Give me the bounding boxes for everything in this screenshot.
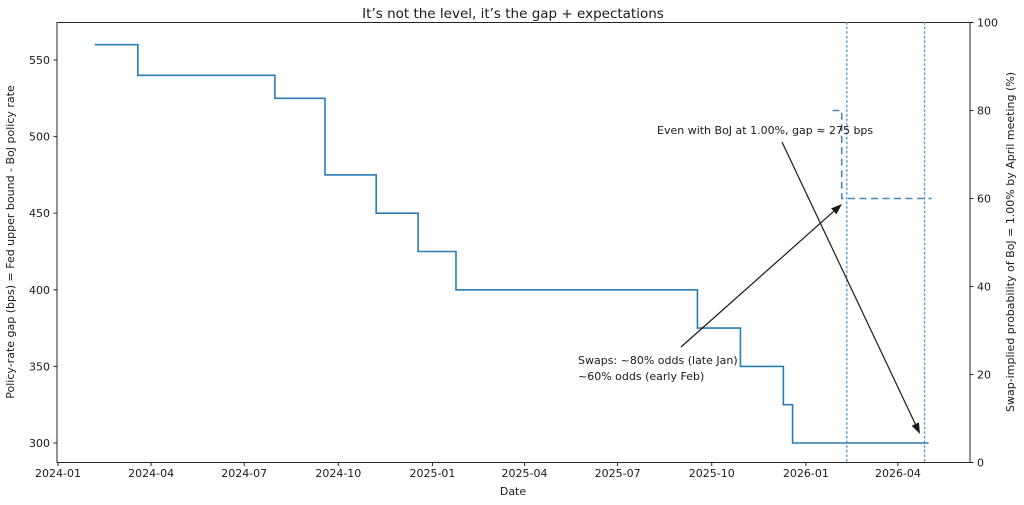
x-tick-label: 2025-07 [595,467,641,480]
x-tick-label: 2024-10 [315,467,361,480]
left-y-tick-label: 300 [29,437,50,450]
right-y-tick-label: 40 [977,281,991,294]
left-y-tick-label: 350 [29,360,50,373]
axes-layer: 2024-01 2024-04 2024-07 2024-10 2025-01 2025-… [29,17,998,481]
plot-area-border [56,22,971,463]
arrow-gap-275-line [781,141,916,425]
arrow-swap-odds-head [831,204,842,215]
x-axis-label: Date [500,485,527,498]
right-y-tick-label: 80 [977,105,991,118]
x-tick-label: 2024-01 [35,467,81,480]
annotation-arrows-layer [680,141,920,434]
x-tick-label: 2025-01 [409,467,455,480]
chart-title: It’s not the level, it’s the gap + expec… [362,6,664,22]
left-y-tick-label: 500 [29,131,50,144]
annotation-swaps-line2: ~60% odds (early Feb) [578,370,704,383]
left-y-axis-label: Policy-rate gap (bps) = Fed upper bound … [4,85,17,399]
right-y-axis-label: Swap-implied probability of BoJ = 1.00% … [1004,72,1017,412]
series-swap-implied-probability-pct [832,109,932,200]
x-tick-label: 2025-04 [502,467,548,480]
left-y-tick-label: 400 [29,284,50,297]
series-policy-rate-gap-bps [94,43,929,444]
annotation-swaps-line1: Swaps: ~80% odds (late Jan) [578,354,738,367]
x-tick-label: 2025-10 [689,467,735,480]
arrow-gap-275-head [911,422,920,434]
x-tick-label: 2026-04 [875,467,921,480]
x-tick-label: 2026-01 [783,467,829,480]
series-layer [94,21,932,464]
left-y-tick-label: 550 [29,54,50,67]
x-tick-label: 2024-04 [128,467,174,480]
x-tick-label: 2024-07 [221,467,267,480]
right-y-tick-label: 100 [977,17,998,30]
annotation-gap-275: Even with BoJ at 1.00%, gap ≈ 275 bps [657,124,873,137]
right-y-tick-label: 20 [977,369,991,382]
right-y-tick-label: 60 [977,193,991,206]
arrow-swap-odds-line [680,210,835,348]
left-y-tick-label: 450 [29,207,50,220]
right-y-tick-label: 0 [977,457,984,470]
